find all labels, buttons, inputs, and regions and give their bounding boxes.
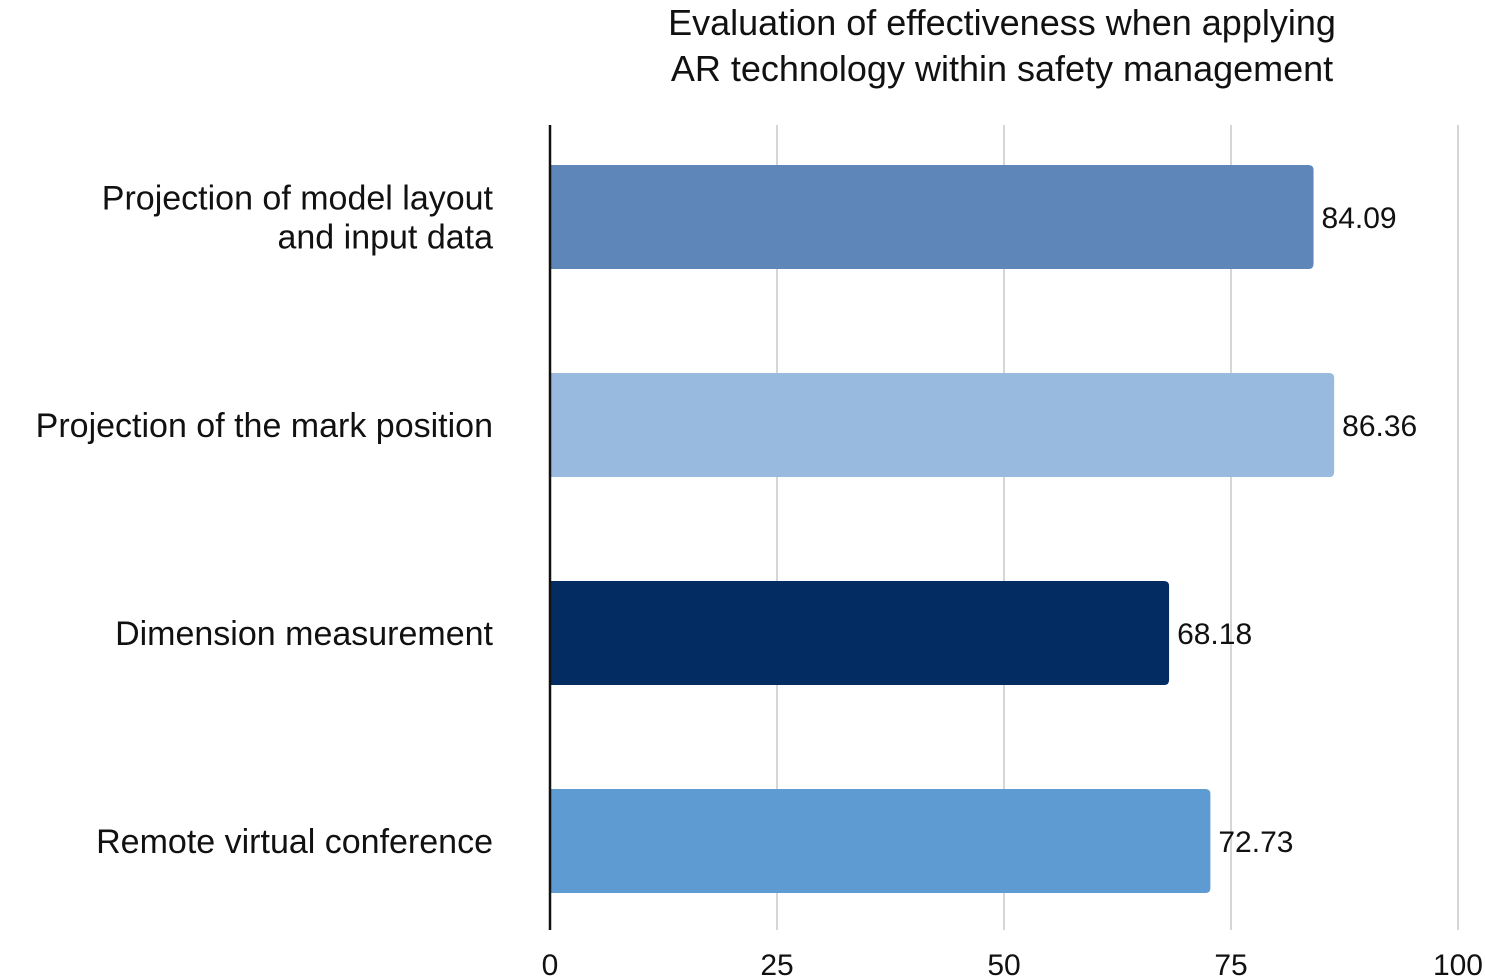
x-tick-label-25: 25 <box>760 949 793 979</box>
category-label-1-line-1: Projection of model layout <box>102 180 494 218</box>
x-tick-label-50: 50 <box>987 949 1020 979</box>
value-labels: 84.09 86.36 68.18 72.73 <box>1177 202 1417 859</box>
bar-4 <box>550 789 1211 893</box>
bar-1 <box>550 165 1314 269</box>
category-label-3-line-1: Dimension measurement <box>115 615 493 653</box>
bars <box>550 165 1335 893</box>
chart-title: Evaluation of effectiveness when applyin… <box>560 0 1444 92</box>
category-label-2-line-1: Projection of the mark position <box>36 407 493 445</box>
bar-3 <box>550 581 1170 685</box>
x-tick-label-0: 0 <box>542 949 559 979</box>
bar-2 <box>550 373 1335 477</box>
x-tick-labels: 0 25 50 75 100 <box>542 949 1483 979</box>
x-tick-label-75: 75 <box>1214 949 1247 979</box>
category-label-4-line-1: Remote virtual conference <box>96 823 493 861</box>
value-label-4: 72.73 <box>1218 826 1293 859</box>
value-label-2: 86.36 <box>1342 410 1417 443</box>
value-label-1: 84.09 <box>1322 202 1397 235</box>
value-label-3: 68.18 <box>1177 618 1252 651</box>
category-label-1-line-2: and input data <box>277 219 493 257</box>
x-tick-label-100: 100 <box>1433 949 1483 979</box>
chart-title-line-1: Evaluation of effectiveness when applyin… <box>668 2 1336 43</box>
chart-title-line-2: AR technology within safety management <box>670 48 1334 89</box>
